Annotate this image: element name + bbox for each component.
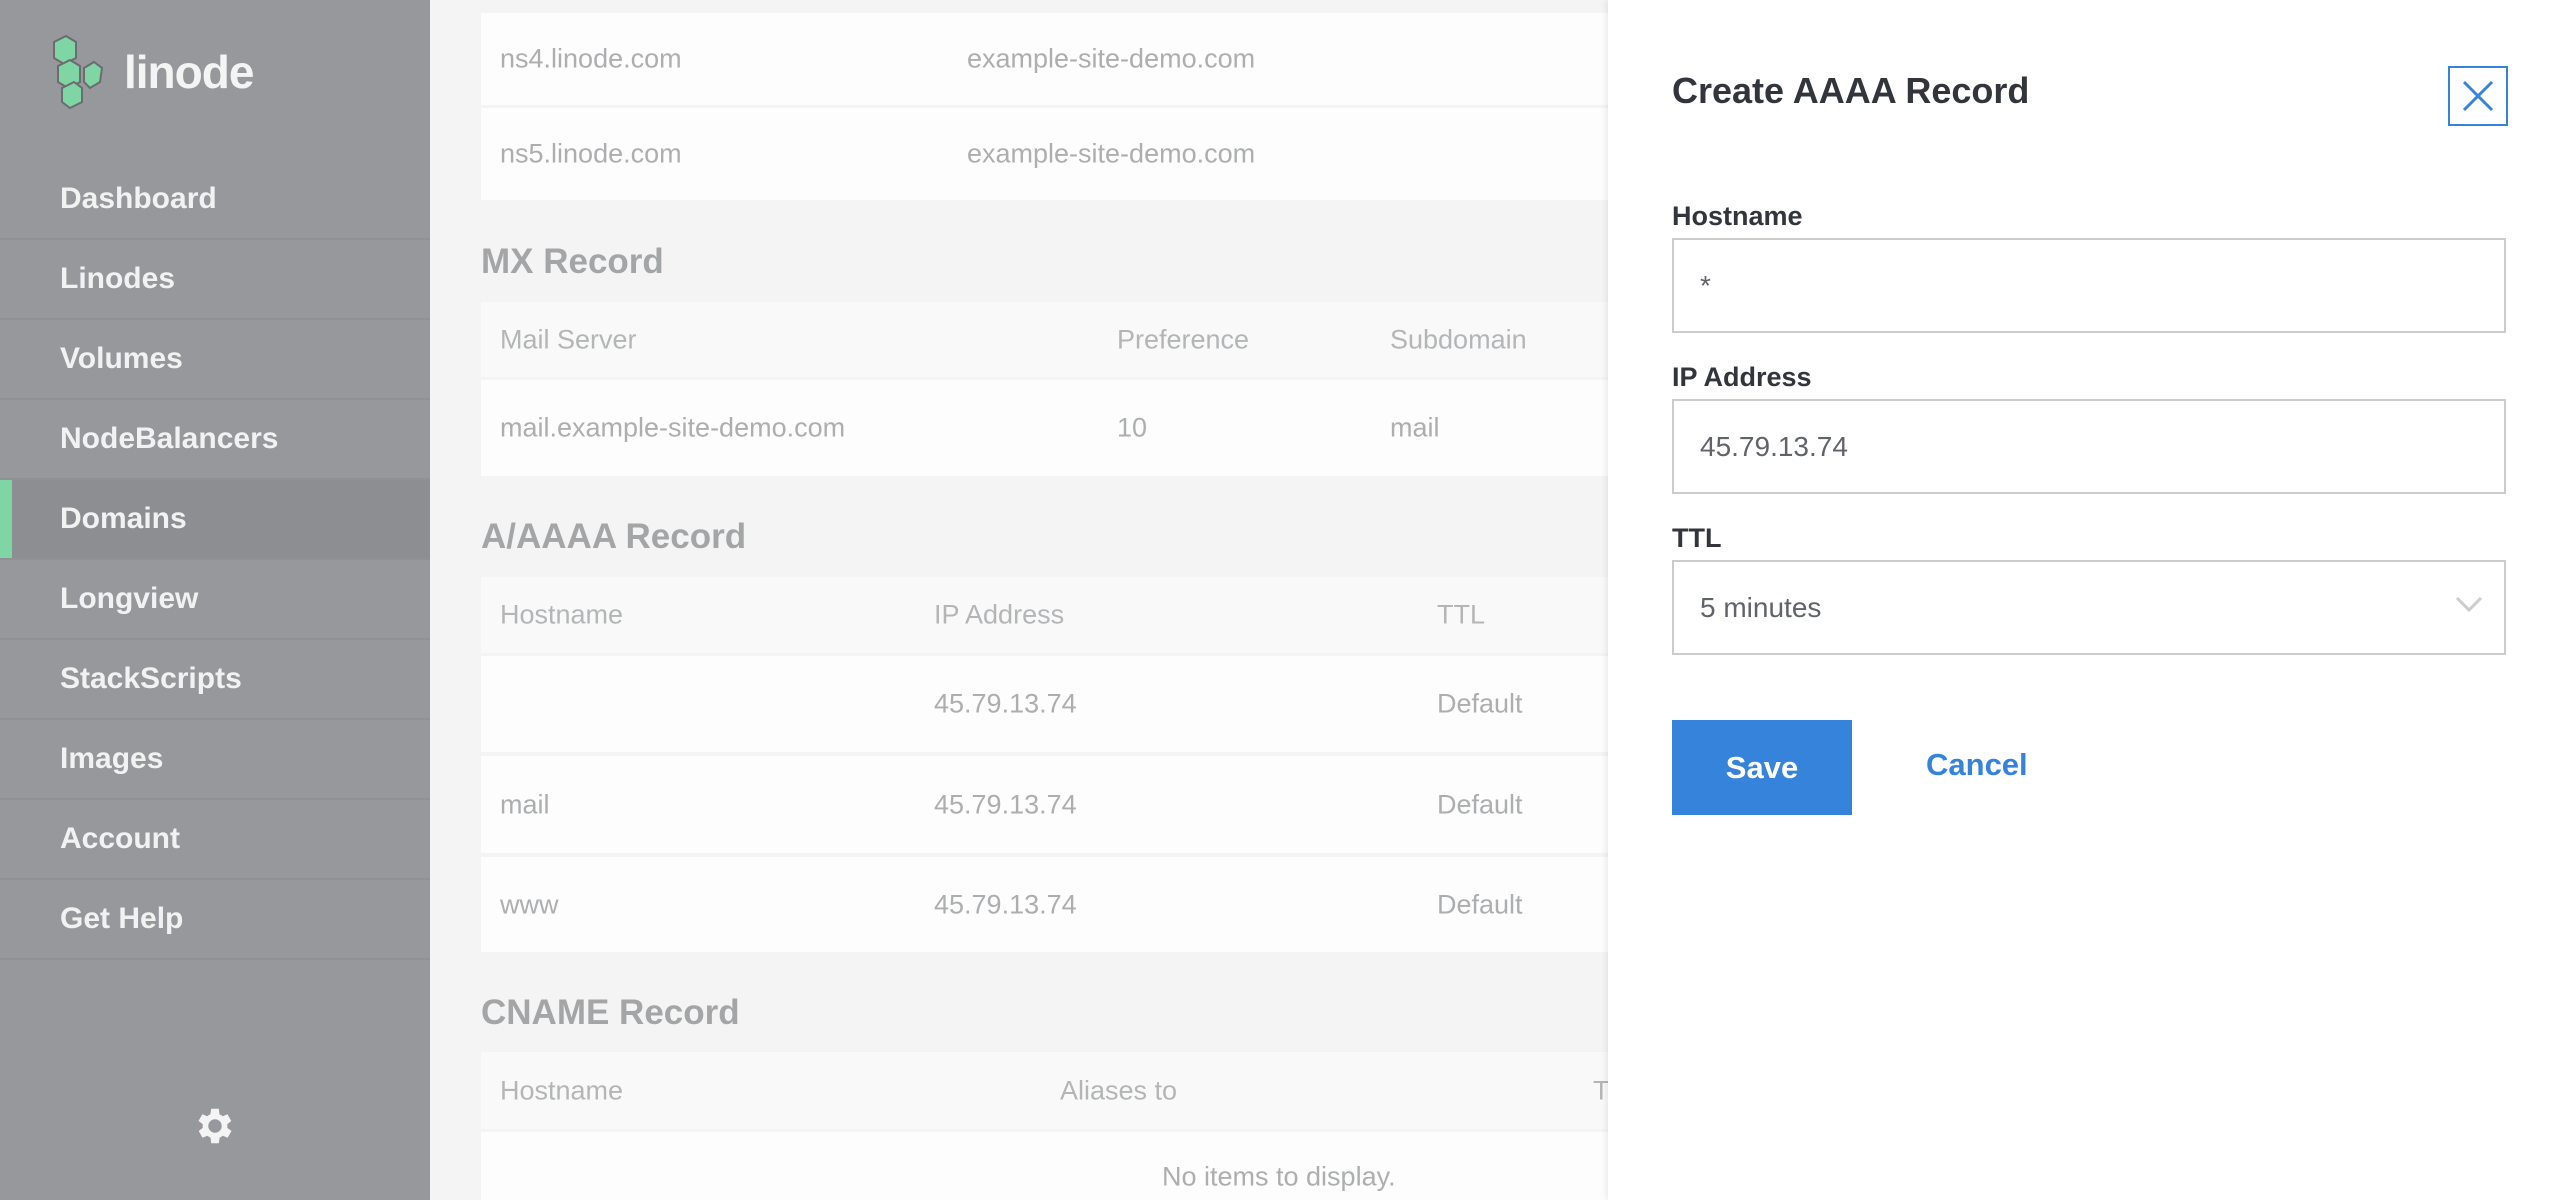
logo-text: linode xyxy=(124,46,254,98)
col-hostname[interactable]: Hostname xyxy=(500,1075,624,1105)
ns-subdomain: example-site-demo.com xyxy=(967,138,1256,169)
gear-icon[interactable] xyxy=(192,1103,238,1149)
sidebar-item-images[interactable]: Images xyxy=(0,720,430,800)
col-ip-address[interactable]: IP Address xyxy=(934,599,1065,630)
domain-records-main: ns4.linode.com example-site-demo.com ns5… xyxy=(430,0,1608,1200)
linode-logo-icon xyxy=(53,34,104,110)
mx-record-heading: MX Record xyxy=(481,242,664,281)
table-row: www 45.79.13.74 Default xyxy=(481,857,1608,952)
ttl-label: TTL xyxy=(1672,523,1722,553)
empty-row: No items to display. xyxy=(481,1132,1608,1200)
cell-ip-address: 45.79.13.74 xyxy=(934,789,1077,819)
hostname-input[interactable]: * xyxy=(1672,238,2506,333)
cell-ip-address: 45.79.13.74 xyxy=(934,688,1077,719)
sidebar-item-volumes[interactable]: Volumes xyxy=(0,320,430,400)
table-row: ns5.linode.com example-site-demo.com xyxy=(481,108,1608,200)
cell-ttl: Default xyxy=(1437,688,1523,719)
col-ttl[interactable]: TTL xyxy=(1437,599,1486,630)
table-row: 45.79.13.74 Default xyxy=(481,656,1608,752)
close-button[interactable] xyxy=(2448,66,2508,126)
cancel-button[interactable]: Cancel xyxy=(1926,747,2028,782)
table-row: mail 45.79.13.74 Default xyxy=(481,756,1608,853)
empty-message: No items to display. xyxy=(1162,1161,1396,1192)
cell-hostname: www xyxy=(500,889,559,919)
table-row: ns4.linode.com example-site-demo.com xyxy=(481,13,1608,105)
cell-ip-address: 45.79.13.74 xyxy=(934,889,1077,919)
sidebar-item-stackscripts[interactable]: StackScripts xyxy=(0,640,430,720)
col-subdomain[interactable]: Subdomain xyxy=(1390,324,1527,354)
drawer-title: Create AAAA Record xyxy=(1672,70,2030,111)
sidebar-item-longview[interactable]: Longview xyxy=(0,560,430,640)
ns-subdomain: example-site-demo.com xyxy=(967,43,1256,74)
sidebar-item-nodebalancers[interactable]: NodeBalancers xyxy=(0,400,430,480)
cell-ttl: Default xyxy=(1437,889,1523,919)
sidebar-item-get-help[interactable]: Get Help xyxy=(0,880,430,960)
cname-record-heading: CNAME Record xyxy=(481,993,740,1032)
col-preference[interactable]: Preference xyxy=(1117,324,1250,354)
a-record-heading: A/AAAA Record xyxy=(481,517,747,556)
cell-hostname: mail xyxy=(500,789,550,819)
sidebar-item-dashboard[interactable]: Dashboard xyxy=(0,160,430,240)
sidebar: linode Dashboard Linodes Volumes NodeBal… xyxy=(0,0,430,1200)
col-mail-server[interactable]: Mail Server xyxy=(500,324,637,354)
cell-mail-server: mail.example-site-demo.com xyxy=(500,412,846,443)
cell-ttl: Default xyxy=(1437,789,1523,819)
ip-address-label: IP Address xyxy=(1672,362,1812,392)
table-header: Hostname Aliases to T xyxy=(481,1052,1608,1129)
table-header: Mail Server Preference Subdomain xyxy=(481,302,1608,377)
ttl-select[interactable]: 5 minutes xyxy=(1672,560,2506,655)
create-record-drawer: Create AAAA Record Hostname * IP Address… xyxy=(1608,0,2560,1200)
ns-name: ns4.linode.com xyxy=(500,43,682,74)
table-row: mail.example-site-demo.com 10 mail xyxy=(481,380,1608,476)
col-ttl[interactable]: T xyxy=(1593,1075,1608,1105)
linode-logo[interactable]: linode xyxy=(48,34,254,110)
ip-address-input[interactable]: 45.79.13.74 xyxy=(1672,399,2506,494)
ttl-selected-value: 5 minutes xyxy=(1700,591,1822,623)
close-icon xyxy=(2462,80,2494,112)
cell-preference: 10 xyxy=(1117,412,1148,443)
table-header: Hostname IP Address TTL xyxy=(481,577,1608,653)
save-button[interactable]: Save xyxy=(1672,720,1852,815)
sidebar-nav: Dashboard Linodes Volumes NodeBalancers … xyxy=(0,160,430,960)
sidebar-item-domains[interactable]: Domains xyxy=(0,480,430,560)
col-aliases-to[interactable]: Aliases to xyxy=(1060,1075,1178,1105)
col-hostname[interactable]: Hostname xyxy=(500,599,624,630)
cell-subdomain: mail xyxy=(1390,412,1440,443)
sidebar-item-account[interactable]: Account xyxy=(0,800,430,880)
ns-name: ns5.linode.com xyxy=(500,138,682,169)
hostname-label: Hostname xyxy=(1672,201,1803,231)
sidebar-item-linodes[interactable]: Linodes xyxy=(0,240,430,320)
chevron-down-icon xyxy=(2455,596,2483,613)
